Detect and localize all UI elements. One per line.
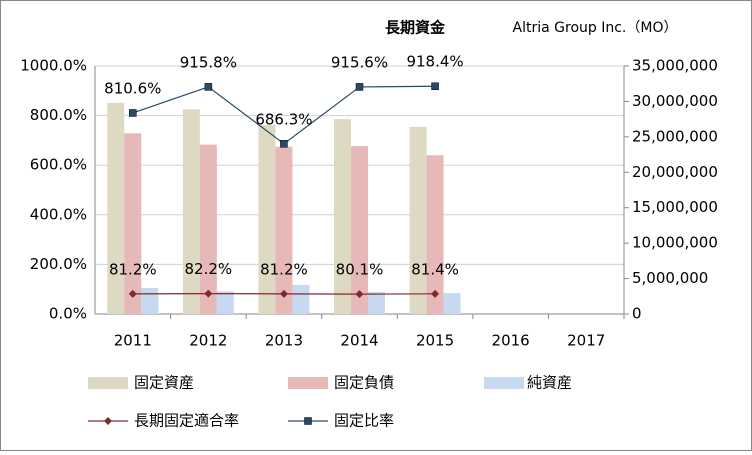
- legend-label: 固定資産: [134, 374, 194, 392]
- x-tick-label: 2013: [265, 332, 303, 350]
- data-label: 81.2%: [109, 260, 157, 278]
- data-label: 915.8%: [180, 53, 237, 71]
- bar: [199, 144, 217, 314]
- y-tick-label: 800.0%: [30, 106, 87, 124]
- y-tick-label: 400.0%: [30, 205, 87, 223]
- y-tick-label: 200.0%: [30, 255, 87, 273]
- bar: [443, 293, 461, 314]
- bar: [275, 146, 293, 314]
- bar: [368, 292, 385, 314]
- chart-subtitle: Altria Group Inc.（MO）: [513, 20, 678, 36]
- y2-tick-label: 10,000,000: [632, 234, 718, 252]
- marker: [431, 289, 440, 298]
- y-tick-label: 1000.0%: [20, 57, 87, 75]
- marker: [431, 82, 439, 90]
- marker: [129, 109, 137, 117]
- data-label: 686.3%: [255, 110, 312, 128]
- legend-swatch: [288, 377, 328, 389]
- marker: [279, 289, 288, 298]
- data-label: 81.2%: [260, 260, 308, 278]
- data-label: 81.4%: [411, 260, 459, 278]
- y2-tick-label: 0: [632, 305, 642, 323]
- chart-title: 長期資金: [385, 19, 446, 37]
- bar: [124, 133, 142, 314]
- data-label: 810.6%: [104, 79, 161, 97]
- legend-label: 純資産: [527, 374, 572, 392]
- bar: [334, 119, 351, 315]
- data-label: 80.1%: [336, 261, 384, 279]
- x-tick-label: 2014: [340, 332, 378, 350]
- y2-tick-label: 30,000,000: [632, 92, 718, 110]
- x-tick-label: 2011: [114, 332, 152, 350]
- x-tick-label: 2017: [567, 332, 605, 350]
- bar: [141, 287, 159, 314]
- data-label: 918.4%: [406, 53, 463, 71]
- data-label: 915.6%: [331, 53, 388, 71]
- marker: [204, 289, 213, 298]
- bar: [258, 124, 276, 314]
- marker: [355, 290, 364, 299]
- legend-label: 固定負債: [334, 374, 394, 392]
- bar: [292, 284, 310, 314]
- legend-swatch: [484, 377, 524, 389]
- x-tick-label: 2015: [416, 332, 454, 350]
- y-tick-label: 0.0%: [49, 305, 87, 323]
- marker: [204, 83, 213, 91]
- bar: [216, 291, 234, 314]
- legend-marker: [304, 417, 312, 425]
- legend-swatch: [88, 377, 128, 389]
- bar: [182, 109, 200, 314]
- y2-tick-label: 5,000,000: [632, 269, 708, 287]
- legend-label: 固定比率: [334, 412, 394, 430]
- marker: [128, 289, 137, 298]
- bar: [351, 146, 368, 314]
- marker: [355, 83, 364, 91]
- x-tick-label: 2012: [189, 332, 227, 350]
- bar: [107, 102, 125, 315]
- y-tick-label: 600.0%: [30, 156, 87, 174]
- y2-tick-label: 20,000,000: [632, 163, 718, 181]
- x-tick-label: 2016: [492, 332, 530, 350]
- data-label: 82.2%: [185, 260, 233, 278]
- legend-label: 長期固定適合率: [134, 412, 239, 430]
- bar: [426, 155, 444, 314]
- legend-marker: [104, 417, 112, 425]
- y2-tick-label: 35,000,000: [632, 57, 718, 75]
- y2-tick-label: 25,000,000: [632, 127, 718, 145]
- bar: [409, 126, 427, 315]
- y2-tick-label: 15,000,000: [632, 198, 718, 216]
- marker: [280, 140, 288, 148]
